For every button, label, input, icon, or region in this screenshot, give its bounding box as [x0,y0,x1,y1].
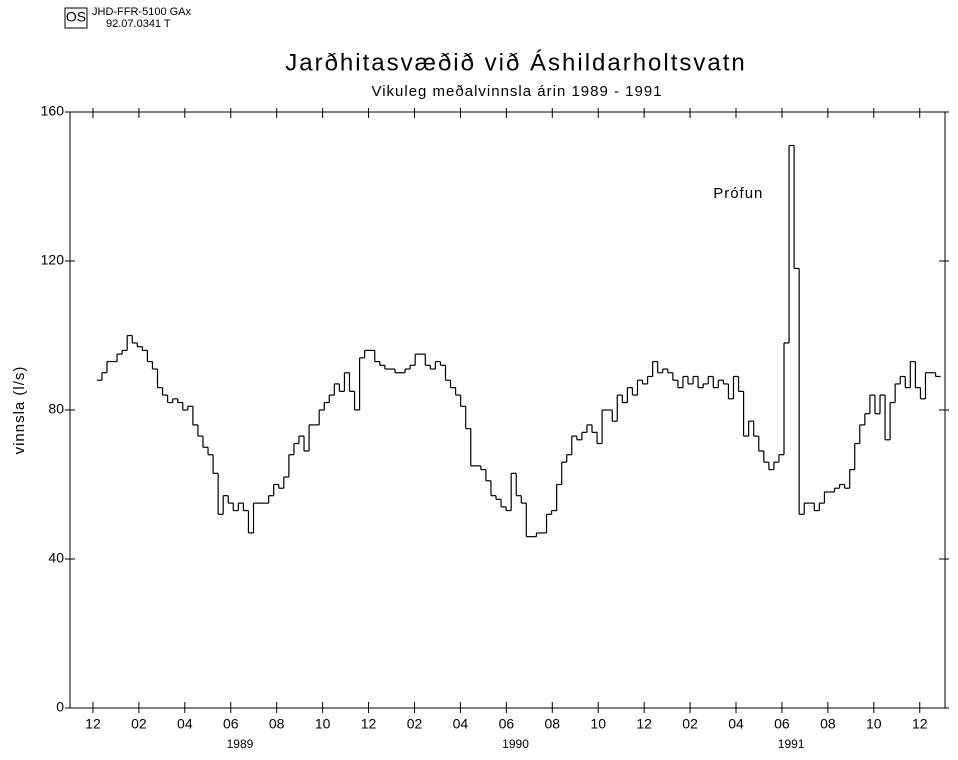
header-number: 92.07.0341 T [106,18,171,30]
x-tick-label: 08 [820,716,836,732]
x-tick-label: 08 [544,716,560,732]
x-tick-label: 04 [177,716,193,732]
year-label: 1990 [502,737,529,751]
chart-subtitle: Vikuleg meðalvinnsla árin 1989 - 1991 [371,83,662,100]
y-tick-label: 40 [48,550,64,566]
y-tick-label: 0 [56,699,64,715]
x-tick-label: 12 [85,716,101,732]
year-label: 1989 [227,737,254,751]
x-tick-label: 02 [682,716,698,732]
annotation: Prófun [713,185,763,202]
x-tick-label: 08 [269,716,285,732]
plot-frame [69,111,946,709]
x-tick-label: 02 [407,716,423,732]
x-tick-label: 12 [636,716,652,732]
logo-box [64,7,88,29]
x-tick-label: 10 [866,716,882,732]
y-axis-label: vinnsla (l/s) [11,366,28,455]
y-tick-label: 160 [41,103,65,119]
y-tick-label: 120 [41,252,65,268]
header-code: JHD-FFR-5100 GAx [92,6,192,18]
x-tick-label: 12 [912,716,928,732]
chart-title: Jarðhitasvæðið við Áshildarholtsvatn [285,49,747,76]
x-tick-label: 06 [499,716,515,732]
year-label: 1991 [778,737,805,751]
logo: OS [66,9,86,25]
x-tick-label: 10 [590,716,606,732]
x-tick-label: 12 [361,716,377,732]
x-tick-label: 10 [315,716,331,732]
x-tick-label: 06 [223,716,239,732]
x-tick-label: 04 [728,716,744,732]
step-risers [101,145,937,537]
x-tick-label: 02 [131,716,147,732]
x-tick-label: 04 [453,716,469,732]
x-tick-label: 06 [774,716,790,732]
y-tick-label: 80 [48,401,64,417]
